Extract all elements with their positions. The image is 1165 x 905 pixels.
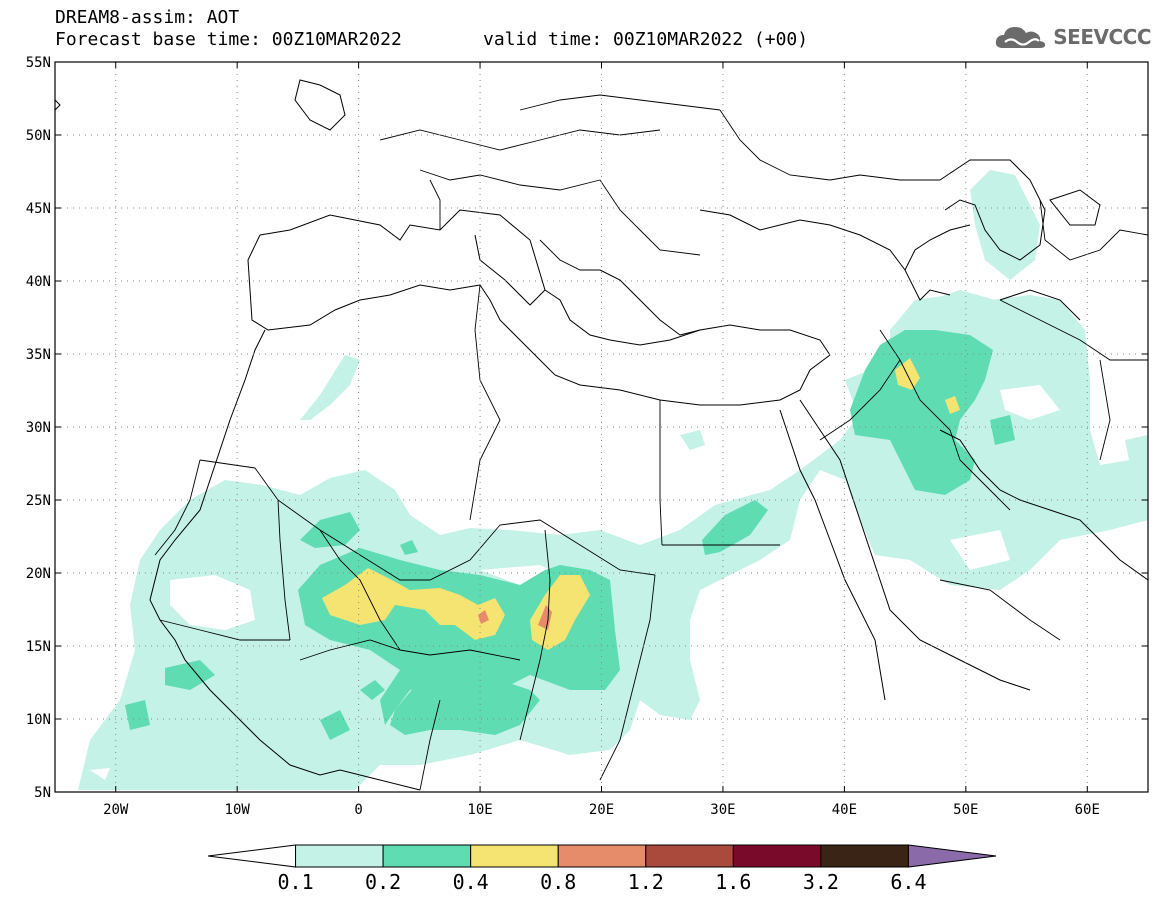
- colorbar-label: 0.1: [277, 870, 313, 894]
- lon-tick-label: 10E: [467, 802, 492, 818]
- colorbar-label: 0.8: [540, 870, 576, 894]
- colorbar-segment: [645, 844, 734, 868]
- lat-tick-label: 35N: [26, 347, 51, 363]
- colorbar-label: 0.4: [453, 870, 489, 894]
- lat-tick-label: 45N: [26, 201, 51, 217]
- colorbar-segment: [907, 844, 997, 868]
- lat-tick-label: 15N: [26, 639, 51, 655]
- map-title: DREAM8-assim: AOT: [55, 7, 240, 28]
- lat-tick-label: 30N: [26, 420, 51, 436]
- cloud-icon: [996, 27, 1046, 48]
- lon-tick-label: 60E: [1075, 802, 1100, 818]
- lat-tick-label: 20N: [26, 566, 51, 582]
- colorbar-segment: [820, 844, 909, 868]
- lon-tick-label: 0: [354, 802, 362, 818]
- colorbar-label: 1.6: [715, 870, 751, 894]
- lon-tick-label: 10W: [225, 802, 251, 818]
- colorbar-segment: [382, 844, 472, 868]
- colorbar: 0.1 0.2 0.4 0.8 1.2 1.6 3.2 6.4: [207, 844, 997, 894]
- colorbar-segment: [295, 844, 384, 868]
- lat-tick-label: 50N: [26, 128, 51, 144]
- lat-tick-label: 55N: [26, 55, 51, 71]
- colorbar-label: 6.4: [890, 870, 926, 894]
- valid-time: valid time: 00Z10MAR2022 (+00): [483, 29, 809, 50]
- lat-tick-label: 10N: [26, 712, 51, 728]
- longitude-axis: 20W 10W 0 10E 20E 30E 40E 50E 60E: [103, 62, 1100, 818]
- seevccc-logo: SEEVCCC: [993, 20, 1151, 54]
- latitude-axis: 55N 50N 45N 40N 35N 30N 25N 20N 15N 10N 5N: [26, 55, 1148, 801]
- map-gridlines: [55, 62, 1148, 792]
- logo-text: SEEVCCC: [1053, 25, 1151, 49]
- forecast-base-time: Forecast base time: 00Z10MAR2022: [55, 29, 402, 50]
- colorbar-label: 0.2: [365, 870, 401, 894]
- lat-tick-label: 25N: [26, 493, 51, 509]
- colorbar-segment: [557, 844, 647, 868]
- colorbar-label: 3.2: [803, 870, 839, 894]
- lon-tick-label: 30E: [710, 802, 735, 818]
- country-borders: [154, 94, 1148, 791]
- lon-tick-label: 40E: [832, 802, 857, 818]
- colorbar-label: 1.2: [628, 870, 664, 894]
- lat-tick-label: 5N: [34, 785, 51, 801]
- lat-tick-label: 40N: [26, 274, 51, 290]
- lon-tick-label: 20E: [589, 802, 614, 818]
- colorbar-segment: [732, 844, 822, 868]
- lon-tick-label: 50E: [953, 802, 978, 818]
- colorbar-segment: [470, 844, 559, 868]
- colorbar-segment: [207, 844, 297, 868]
- lon-tick-label: 20W: [103, 802, 129, 818]
- aot-clear-patches: [90, 385, 1060, 780]
- aot-field-0-1: [78, 170, 1148, 790]
